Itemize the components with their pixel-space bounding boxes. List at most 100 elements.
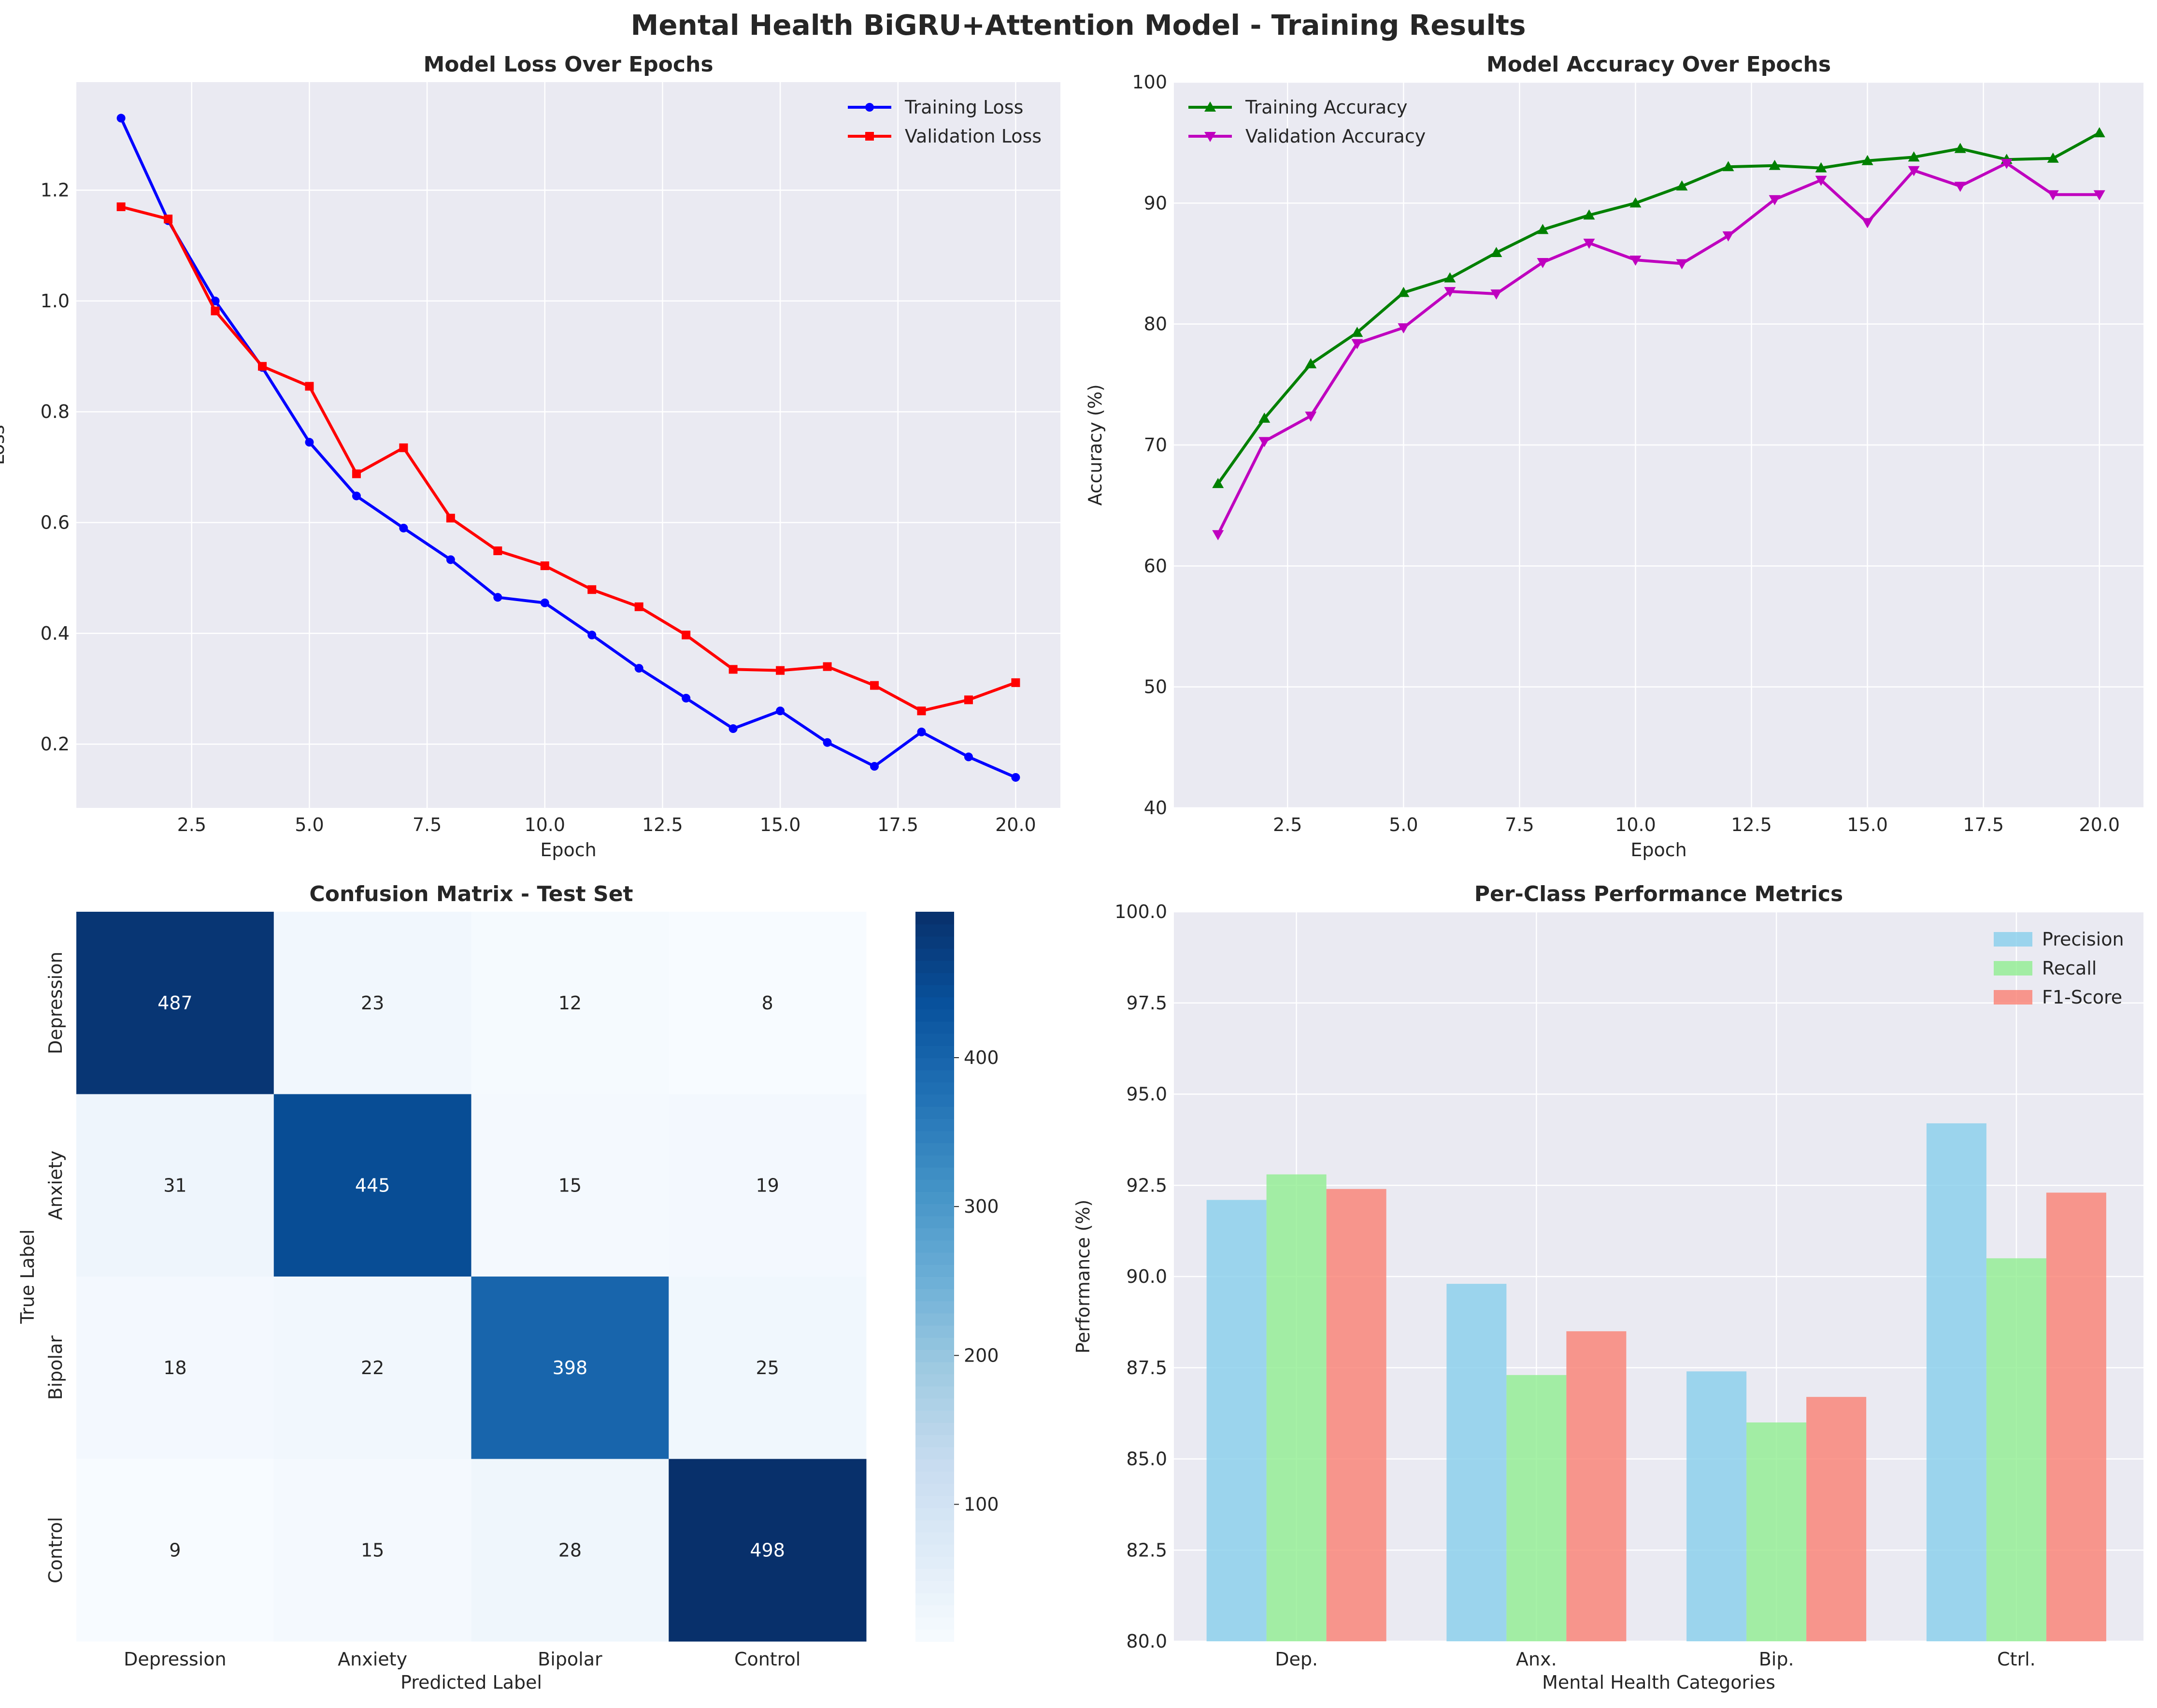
colorbar-segment xyxy=(915,1045,954,1058)
data-point xyxy=(399,523,408,532)
y-axis-label: Accuracy (%) xyxy=(1085,384,1106,505)
colorbar-segment xyxy=(915,1386,954,1399)
legend-swatch xyxy=(1994,932,2032,947)
colorbar-segment xyxy=(915,1313,954,1326)
cell-value: 8 xyxy=(762,992,773,1014)
legend-marker xyxy=(865,132,874,141)
colorbar-segment xyxy=(915,924,954,937)
y-tick-label: 1.2 xyxy=(41,180,70,201)
colorbar-tick-label: 400 xyxy=(964,1047,999,1068)
data-point xyxy=(446,555,455,564)
bar xyxy=(1206,1200,1267,1641)
colorbar-segment xyxy=(915,1325,954,1338)
colorbar-segment xyxy=(915,1410,954,1423)
data-point xyxy=(1258,412,1271,423)
data-point xyxy=(116,202,126,211)
heatmap-cell xyxy=(669,1459,867,1642)
heatmap-cell xyxy=(76,1094,274,1277)
colorbar-segment xyxy=(915,1070,954,1083)
data-point xyxy=(1212,530,1224,541)
colorbar-segment xyxy=(915,1532,954,1545)
y-tick-label: 70 xyxy=(1144,434,1167,456)
x-tick-label: 7.5 xyxy=(413,814,442,835)
colorbar-segment xyxy=(915,1605,954,1618)
y-tick-label: 100.0 xyxy=(1114,901,1167,922)
heatmap-cell xyxy=(273,1459,471,1642)
colorbar-segment xyxy=(915,1082,954,1095)
data-point xyxy=(1954,143,1966,153)
loss-chart: 2.5 5.0 7.5 10.0 12.5 15.0 17.5 20.0 0.2 0.4 0.6 0.… xyxy=(0,52,1060,861)
y-axis-label: True Label xyxy=(17,1229,38,1324)
colorbar-segment xyxy=(915,1447,954,1460)
heatmap-cell xyxy=(76,912,274,1094)
data-point xyxy=(776,706,785,716)
data-point xyxy=(1769,195,1781,205)
legend-label: Training Accuracy xyxy=(1245,97,1408,118)
colorbar-segment xyxy=(915,912,954,925)
heatmap-cell xyxy=(273,1094,471,1277)
x-tick-label: 12.5 xyxy=(642,814,683,835)
data-point xyxy=(1583,238,1595,249)
x-tick-label: 20.0 xyxy=(2079,814,2120,835)
cell-value: 31 xyxy=(163,1175,186,1196)
colorbar-segment xyxy=(915,1118,954,1131)
x-tick-label: 2.5 xyxy=(1273,814,1302,835)
x-tick-label: Dep. xyxy=(1275,1649,1318,1670)
colorbar-segment xyxy=(915,1021,954,1034)
cell-value: 22 xyxy=(361,1357,384,1378)
y-tick-label: 0.6 xyxy=(41,512,70,533)
data-point xyxy=(964,695,973,704)
data-point xyxy=(917,706,926,716)
colorbar-segment xyxy=(915,1252,954,1265)
data-point xyxy=(1908,166,1920,176)
data-point xyxy=(540,598,549,607)
colorbar-segment xyxy=(915,1459,954,1472)
data-point xyxy=(917,727,926,736)
colorbar-segment xyxy=(915,1264,954,1277)
data-point xyxy=(1769,159,1781,170)
bar xyxy=(1926,1123,1986,1641)
cell-value: 18 xyxy=(163,1357,186,1378)
data-point xyxy=(1212,478,1224,488)
heatmap-cell xyxy=(471,912,669,1094)
colorbar-segment xyxy=(915,1240,954,1253)
cell-value: 25 xyxy=(756,1357,779,1378)
colorbar-segment xyxy=(915,1483,954,1496)
data-point xyxy=(1908,151,1920,162)
colorbar-tick-label: 200 xyxy=(964,1345,999,1366)
data-point xyxy=(1537,224,1549,234)
data-point xyxy=(2093,127,2105,138)
y-tick-label: 0.8 xyxy=(41,401,70,422)
legend-label: Recall xyxy=(2042,958,2097,979)
data-point xyxy=(682,631,691,640)
colorbar-segment xyxy=(915,936,954,949)
data-point xyxy=(493,546,502,555)
data-point xyxy=(211,306,220,316)
bar xyxy=(1746,1422,1807,1641)
data-point xyxy=(729,724,738,733)
bar xyxy=(2046,1192,2106,1641)
legend-label: Training Loss xyxy=(904,97,1023,118)
cell-value: 23 xyxy=(361,992,384,1014)
colorbar-segment xyxy=(915,1337,954,1350)
series-line xyxy=(1216,131,2100,485)
x-tick-label: Ctrl. xyxy=(1997,1649,2036,1670)
data-point xyxy=(964,752,973,761)
data-point xyxy=(1011,773,1020,782)
cell-value: 398 xyxy=(553,1357,588,1378)
data-point xyxy=(493,593,502,602)
y-tick-label: 0.4 xyxy=(41,623,70,644)
data-point xyxy=(1676,259,1688,270)
heatmap-cell xyxy=(471,1094,669,1277)
legend-marker xyxy=(1204,101,1216,112)
y-tick-label: Bipolar xyxy=(45,1335,66,1400)
colorbar-segment xyxy=(915,1155,954,1168)
plot-background xyxy=(76,82,1060,808)
data-point xyxy=(587,585,597,594)
y-tick-label: 95.0 xyxy=(1126,1084,1167,1105)
y-tick-label: 90 xyxy=(1144,192,1167,214)
data-point xyxy=(257,362,267,371)
y-axis-label: Loss xyxy=(0,425,8,465)
cell-value: 19 xyxy=(756,1175,779,1196)
chart-title: Model Accuracy Over Epochs xyxy=(1486,52,1831,77)
